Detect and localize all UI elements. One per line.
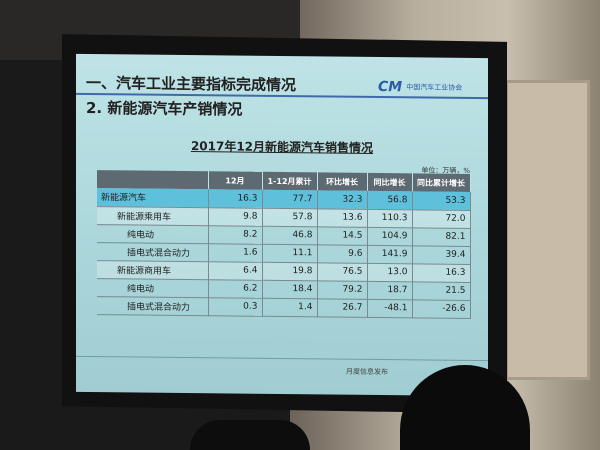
cell-value: 16.3 <box>412 263 470 282</box>
column-header: 1-12月累计 <box>262 171 317 191</box>
column-header: 环比增长 <box>317 172 367 191</box>
cell-value: 21.5 <box>412 281 470 300</box>
cell-value: 76.5 <box>317 262 367 281</box>
cell-value: 39.4 <box>412 245 470 264</box>
cell-value: 18.7 <box>367 280 412 300</box>
cell-value: 104.9 <box>367 226 412 246</box>
column-header: 12月 <box>208 171 262 190</box>
sales-table: 12月 1-12月累计 环比增长 同比增长 同比累计增长 新能源汽车 16.3 77.7 32… <box>97 170 471 318</box>
cell-value: 77.7 <box>262 189 317 209</box>
cell-value: 13.0 <box>367 262 412 282</box>
cell-value: -26.6 <box>412 299 470 318</box>
cell-value: 19.8 <box>262 261 317 281</box>
table-title: 2017年12月新能源汽车销售情况 <box>190 139 374 155</box>
cell-value: 9.6 <box>317 244 367 263</box>
cell-value: 56.8 <box>367 190 412 210</box>
footer-text: 月度信息发布 <box>346 367 388 377</box>
cell-value: -48.1 <box>367 298 412 318</box>
cell-value: 18.4 <box>262 279 317 299</box>
cell-value: 8.2 <box>208 225 262 244</box>
logo-text: 中国汽车工业协会 <box>406 83 463 92</box>
column-header: 同比增长 <box>367 172 412 192</box>
logo-mark: CM <box>378 79 403 96</box>
row-label: 纯电动 <box>97 278 208 298</box>
cell-value: 13.6 <box>317 208 367 227</box>
cell-value: 79.2 <box>317 280 367 299</box>
row-label: 纯电动 <box>97 224 208 244</box>
cell-value: 82.1 <box>412 227 470 246</box>
cell-value: 141.9 <box>367 244 412 264</box>
cell-value: 14.5 <box>317 226 367 245</box>
slide-subheading: 2. 新能源汽车产销情况 <box>86 98 243 119</box>
cell-value: 1.6 <box>208 243 262 262</box>
cell-value: 110.3 <box>367 208 412 228</box>
audience-head <box>190 420 310 450</box>
door <box>505 80 590 380</box>
row-label: 新能源乘用车 <box>97 206 208 226</box>
cell-value: 72.0 <box>412 209 470 228</box>
cell-value: 53.3 <box>412 191 470 210</box>
cell-value: 57.8 <box>262 207 317 227</box>
cell-value: 0.3 <box>208 297 262 316</box>
cell-value: 11.1 <box>262 243 317 263</box>
row-label: 新能源汽车 <box>97 188 208 208</box>
footer-rule <box>76 355 488 362</box>
row-label: 插电式混合动力 <box>97 242 208 262</box>
cell-value: 46.8 <box>262 225 317 245</box>
cell-value: 26.7 <box>317 298 367 317</box>
cell-value: 32.3 <box>317 190 367 209</box>
cell-value: 1.4 <box>262 297 317 317</box>
logo: CM 中国汽车工业协会 <box>378 79 462 96</box>
slide-heading: 一、汽车工业主要指标完成情况 <box>86 73 297 95</box>
slide: 一、汽车工业主要指标完成情况 CM 中国汽车工业协会 2. 新能源汽车产销情况 … <box>76 53 488 397</box>
cell-value: 9.8 <box>208 207 262 226</box>
cell-value: 16.3 <box>208 189 262 208</box>
column-header <box>97 170 208 190</box>
cell-value: 6.2 <box>208 279 262 298</box>
row-label: 新能源商用车 <box>97 260 208 280</box>
cell-value: 6.4 <box>208 261 262 280</box>
table-row: 插电式混合动力 0.3 1.4 26.7 -48.1 -26.6 <box>97 296 470 318</box>
row-label: 插电式混合动力 <box>97 296 208 316</box>
column-header: 同比累计增长 <box>412 173 470 192</box>
